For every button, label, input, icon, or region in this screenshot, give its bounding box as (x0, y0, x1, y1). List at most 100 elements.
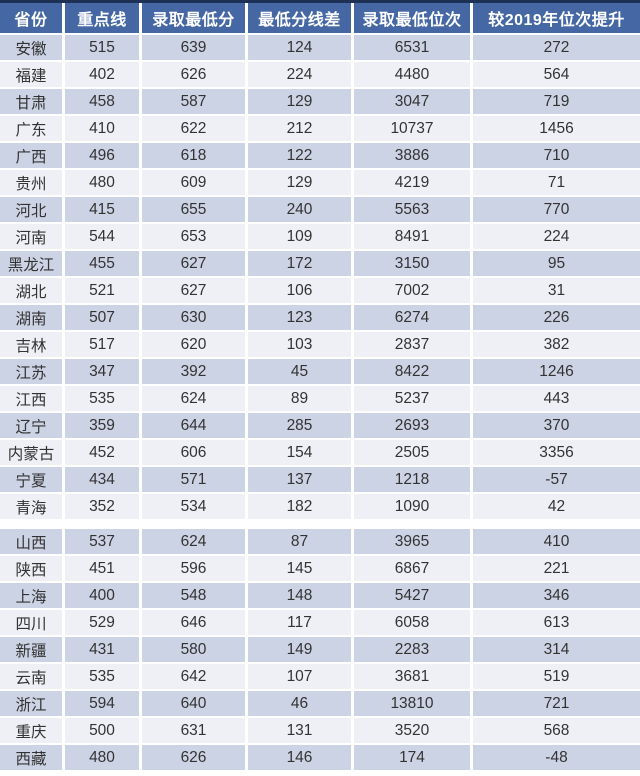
value-cell: 42 (473, 494, 640, 519)
value-cell: 370 (473, 413, 640, 438)
table-body: 安徽 515 639 124 6531 272 福建 402 626 224 4480 564 甘肃 45… (0, 35, 640, 770)
value-cell: 624 (142, 529, 245, 554)
province-cell: 浙江 (0, 691, 62, 716)
province-cell: 湖南 (0, 305, 62, 330)
province-cell: 青海 (0, 494, 62, 519)
value-cell: 587 (142, 89, 245, 114)
value-cell: 517 (65, 332, 139, 357)
value-cell: 620 (142, 332, 245, 357)
value-cell: 431 (65, 637, 139, 662)
table-row: 福建 402 626 224 4480 564 (0, 62, 640, 87)
table-row: 上海 400 548 148 5427 346 (0, 583, 640, 608)
value-cell: 129 (248, 170, 351, 195)
value-cell: 2505 (354, 440, 470, 465)
value-cell: 224 (248, 62, 351, 87)
table-row: 陕西 451 596 145 6867 221 (0, 556, 640, 581)
value-cell: 640 (142, 691, 245, 716)
table-row: 辽宁 359 644 285 2693 370 (0, 413, 640, 438)
table-row: 内蒙古 452 606 154 2505 3356 (0, 440, 640, 465)
value-cell: 107 (248, 664, 351, 689)
value-cell: 1456 (473, 116, 640, 141)
value-cell: 410 (473, 529, 640, 554)
value-cell: 644 (142, 413, 245, 438)
province-cell: 贵州 (0, 170, 62, 195)
value-cell: 646 (142, 610, 245, 635)
value-cell: 122 (248, 143, 351, 168)
province-cell: 云南 (0, 664, 62, 689)
value-cell: 382 (473, 332, 640, 357)
value-cell: 535 (65, 386, 139, 411)
value-cell: 2693 (354, 413, 470, 438)
value-cell: -48 (473, 745, 640, 770)
value-cell: 154 (248, 440, 351, 465)
province-cell: 辽宁 (0, 413, 62, 438)
table-row: 安徽 515 639 124 6531 272 (0, 35, 640, 60)
table-row: 黑龙江 455 627 172 3150 95 (0, 251, 640, 276)
value-cell: 149 (248, 637, 351, 662)
table-row: 四川 529 646 117 6058 613 (0, 610, 640, 635)
table-row: 甘肃 458 587 129 3047 719 (0, 89, 640, 114)
value-cell: 400 (65, 583, 139, 608)
value-cell: 568 (473, 718, 640, 743)
value-cell: 146 (248, 745, 351, 770)
value-cell: 2837 (354, 332, 470, 357)
value-cell: 148 (248, 583, 351, 608)
value-cell: 402 (65, 62, 139, 87)
value-cell: 639 (142, 35, 245, 60)
table-row: 广东 410 622 212 10737 1456 (0, 116, 640, 141)
value-cell: 534 (142, 494, 245, 519)
value-cell: 458 (65, 89, 139, 114)
value-cell: 272 (473, 35, 640, 60)
table-row: 新疆 431 580 149 2283 314 (0, 637, 640, 662)
value-cell: 455 (65, 251, 139, 276)
value-cell: 626 (142, 745, 245, 770)
table-row: 云南 535 642 107 3681 519 (0, 664, 640, 689)
value-cell: 719 (473, 89, 640, 114)
value-cell: 131 (248, 718, 351, 743)
province-cell: 陕西 (0, 556, 62, 581)
table-row: 山西 537 624 87 3965 410 (0, 529, 640, 554)
value-cell: 6274 (354, 305, 470, 330)
value-cell: 124 (248, 35, 351, 60)
value-cell: 564 (473, 62, 640, 87)
column-header-province: 省份 (0, 3, 62, 33)
value-cell: 627 (142, 278, 245, 303)
table-row: 浙江 594 640 46 13810 721 (0, 691, 640, 716)
column-header-min-rank: 录取最低位次 (354, 3, 470, 33)
column-header-rank-improve: 较2019年位次提升 (473, 3, 640, 33)
value-cell: 6058 (354, 610, 470, 635)
table-row: 宁夏 434 571 137 1218 -57 (0, 467, 640, 492)
value-cell: 6867 (354, 556, 470, 581)
value-cell: 13810 (354, 691, 470, 716)
value-cell: 5563 (354, 197, 470, 222)
table-row: 湖北 521 627 106 7002 31 (0, 278, 640, 303)
value-cell: 347 (65, 359, 139, 384)
value-cell: 653 (142, 224, 245, 249)
value-cell: 415 (65, 197, 139, 222)
province-cell: 山西 (0, 529, 62, 554)
value-cell: 117 (248, 610, 351, 635)
value-cell: 710 (473, 143, 640, 168)
value-cell: 109 (248, 224, 351, 249)
value-cell: 174 (354, 745, 470, 770)
value-cell: 3150 (354, 251, 470, 276)
table-row: 贵州 480 609 129 4219 71 (0, 170, 640, 195)
province-cell: 甘肃 (0, 89, 62, 114)
value-cell: 515 (65, 35, 139, 60)
table-header-row: 省份 重点线 录取最低分 最低分线差 录取最低位次 较2019年位次提升 (0, 3, 640, 33)
province-cell: 内蒙古 (0, 440, 62, 465)
value-cell: 613 (473, 610, 640, 635)
province-cell: 西藏 (0, 745, 62, 770)
value-cell: 103 (248, 332, 351, 357)
section-gap (0, 521, 640, 529)
value-cell: 95 (473, 251, 640, 276)
value-cell: 721 (473, 691, 640, 716)
province-cell: 新疆 (0, 637, 62, 662)
table-row: 河南 544 653 109 8491 224 (0, 224, 640, 249)
value-cell: 392 (142, 359, 245, 384)
value-cell: 3047 (354, 89, 470, 114)
value-cell: 224 (473, 224, 640, 249)
value-cell: 606 (142, 440, 245, 465)
value-cell: 106 (248, 278, 351, 303)
table-row: 重庆 500 631 131 3520 568 (0, 718, 640, 743)
